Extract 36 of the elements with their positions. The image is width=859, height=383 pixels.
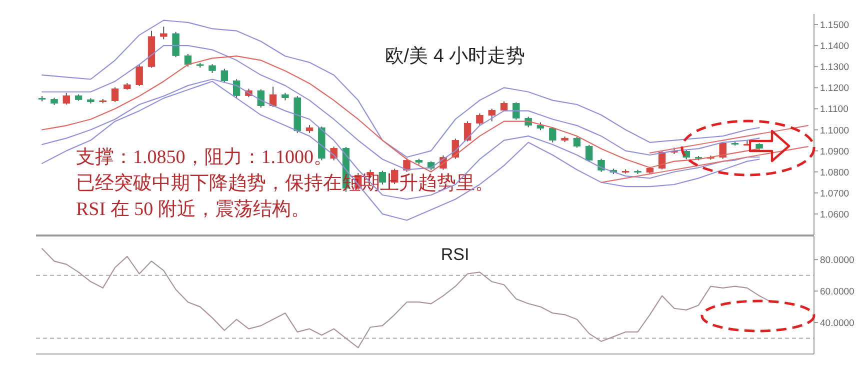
line-series (649, 125, 808, 154)
candlestick (512, 102, 520, 120)
candlestick (136, 64, 143, 86)
candlestick (184, 53, 192, 68)
y-tick-label: 1.1500 (820, 20, 850, 32)
annotation: 支撑：1.0850，阻力：1.1000。 (76, 147, 332, 168)
candlestick (257, 88, 264, 108)
y-tick-label: 60.0000 (820, 286, 854, 298)
text: RSI (440, 245, 470, 264)
y-tick-label: 1.0900 (820, 146, 850, 158)
candlestick (476, 112, 484, 126)
annotation: RSI 在 50 附近，震荡结构。 (76, 199, 310, 220)
candlestick (269, 86, 277, 108)
candlestick (598, 158, 605, 172)
candlestick (586, 144, 593, 162)
candlestick (232, 78, 240, 99)
y-tick-label: 1.0600 (820, 209, 850, 220)
y-tick-label: 80.0000 (820, 255, 854, 266)
candlestick (62, 92, 70, 106)
candlestick (172, 31, 180, 58)
y-tick-label: 1.1000 (820, 125, 850, 136)
y-tick-label: 1.0700 (820, 188, 850, 200)
candlestick (488, 108, 496, 122)
candlestick (220, 68, 228, 83)
candlestick (573, 136, 581, 148)
y-tick-label: 1.1400 (820, 41, 850, 52)
candlestick (111, 86, 119, 102)
y-tick-label: 1.1200 (820, 83, 850, 94)
y-tick-label: 1.1300 (820, 62, 850, 74)
y-tick-label: 1.1100 (820, 104, 848, 116)
candlestick (549, 126, 556, 143)
line-series (600, 146, 808, 183)
candlestick (160, 26, 168, 40)
text: 欧/美 4 小时走势 (384, 45, 526, 67)
y-tick-label: 1.0800 (820, 167, 850, 178)
y-tick-label: 40.0000 (820, 318, 854, 330)
